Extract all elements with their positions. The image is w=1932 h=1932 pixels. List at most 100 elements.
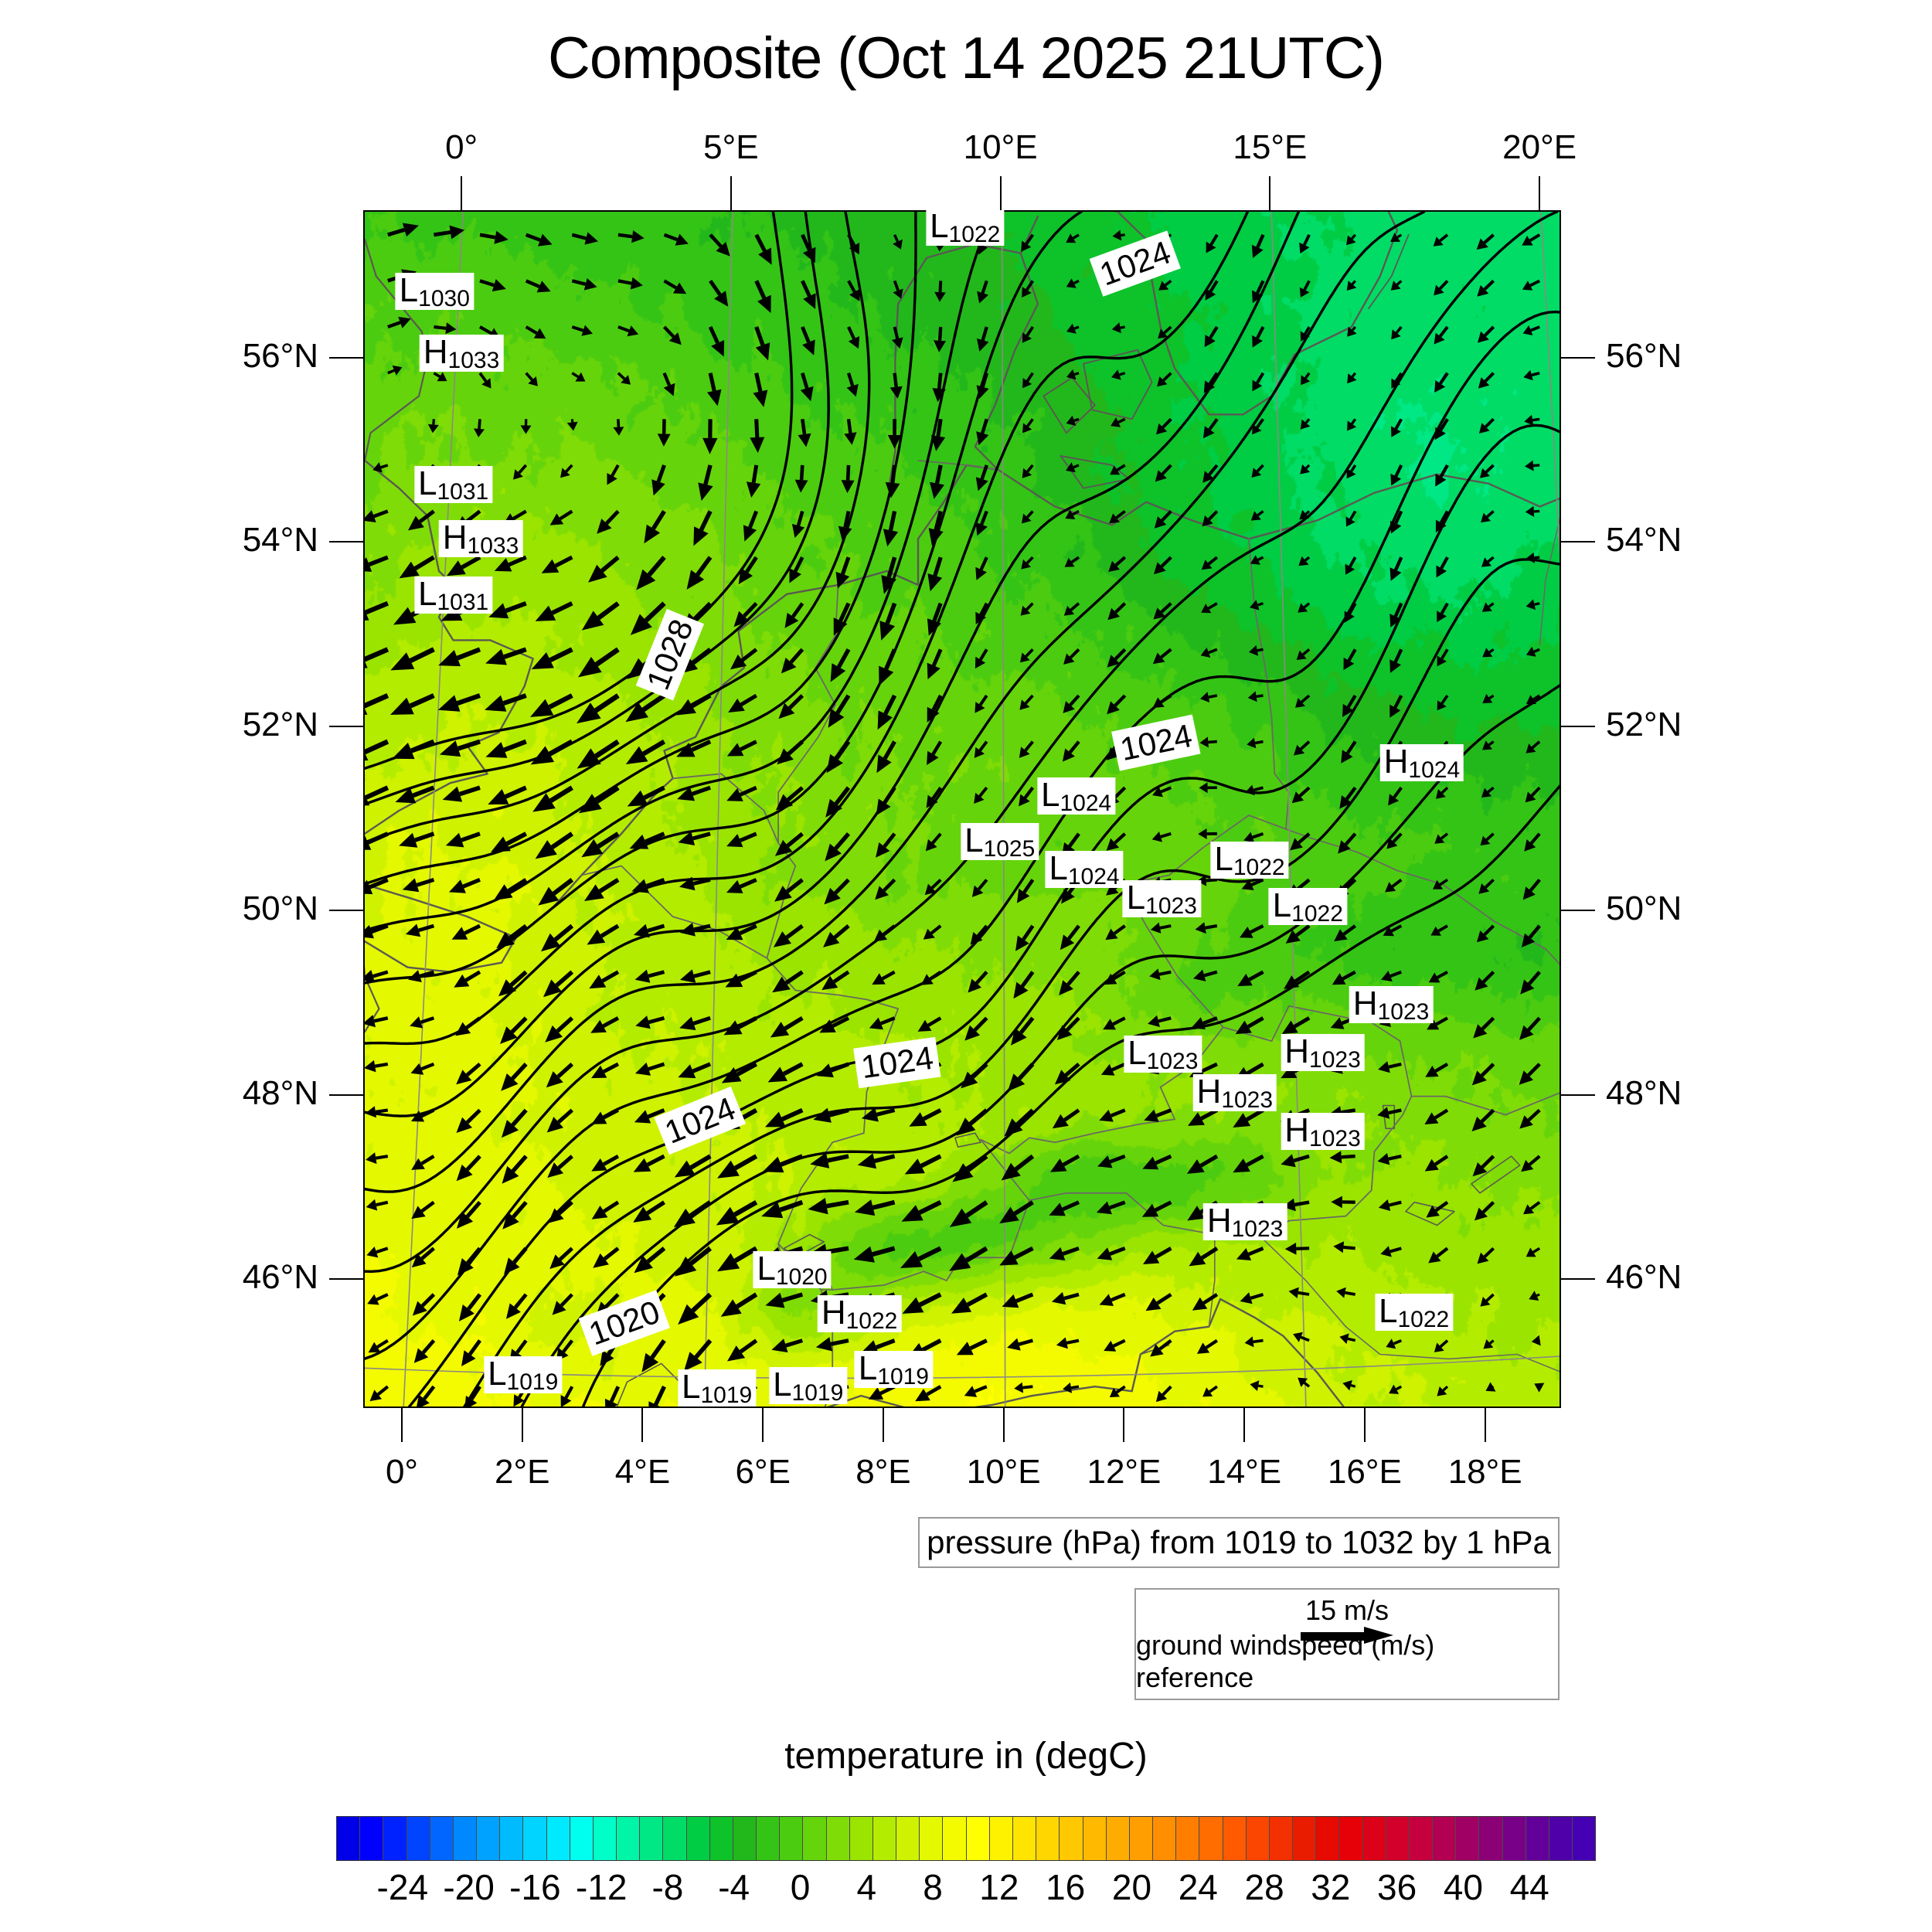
colorbar-swatch-32 <box>1083 1817 1107 1860</box>
colorbar-swatch-20 <box>803 1817 827 1860</box>
left-lat-tick-0 <box>329 356 363 359</box>
colorbar-swatch-17 <box>733 1817 757 1860</box>
page-title: Composite (Oct 14 2025 21UTC) <box>548 26 1385 91</box>
left-lat-tick-4 <box>329 1094 363 1096</box>
right-lat-tick-4 <box>1561 1094 1595 1096</box>
colorbar-swatch-37 <box>1199 1817 1223 1860</box>
colorbar-swatch-27 <box>966 1817 990 1860</box>
top-lon-label-1: 5°E <box>703 128 759 166</box>
colorbar-tick-7: 4 <box>856 1867 877 1907</box>
colorbar-swatch-12 <box>617 1817 641 1860</box>
colorbar-swatch-38 <box>1223 1817 1247 1860</box>
colorbar-swatch-7 <box>500 1817 524 1860</box>
colorbar-swatch-18 <box>757 1817 781 1860</box>
colorbar-swatch-16 <box>709 1817 733 1860</box>
top-lon-tick-3 <box>1269 176 1271 210</box>
bottom-lon-tick-8 <box>1363 1408 1366 1442</box>
colorbar-swatch-43 <box>1339 1817 1363 1860</box>
colorbar-swatch-30 <box>1036 1817 1060 1860</box>
bottom-lon-tick-1 <box>521 1408 523 1442</box>
bottom-lon-tick-5 <box>1002 1408 1005 1442</box>
colorbar-swatch-52 <box>1549 1817 1573 1860</box>
wind-reference-legend: 15 m/s ground windspeed (m/s) reference <box>1134 1588 1560 1700</box>
colorbar-swatch-49 <box>1479 1817 1503 1860</box>
colorbar-tick-11: 20 <box>1111 1867 1152 1907</box>
colorbar-swatch-11 <box>593 1817 617 1860</box>
colorbar-swatch-29 <box>1012 1817 1037 1860</box>
left-lat-label-4: 48°N <box>242 1073 318 1112</box>
colorbar-swatch-13 <box>640 1817 664 1860</box>
colorbar-swatch-41 <box>1293 1817 1317 1860</box>
colorbar-tick-1: -20 <box>443 1867 495 1907</box>
colorbar-tick-17: 44 <box>1509 1867 1549 1907</box>
colorbar-tick-labels: -24 -20 -16 -12 -8 -4 0 4 8 12 16 20 24 28 32 36 40 44 <box>336 1866 1596 1920</box>
colorbar-swatch-4 <box>430 1817 454 1860</box>
top-lon-label-0: 0° <box>445 128 478 166</box>
left-lat-tick-1 <box>329 541 363 543</box>
right-lat-tick-5 <box>1561 1278 1595 1281</box>
bottom-lon-tick-2 <box>641 1408 644 1442</box>
bottom-lon-label-6: 12°E <box>1087 1453 1162 1491</box>
colorbar-swatch-35 <box>1153 1817 1177 1860</box>
colorbar-swatch-6 <box>477 1817 501 1860</box>
wind-reference-arrow-icon <box>1301 1627 1393 1644</box>
colorbar-tick-3: -12 <box>575 1867 628 1907</box>
top-lon-tick-1 <box>730 176 732 210</box>
colorbar-tick-4: -8 <box>651 1867 684 1907</box>
bottom-lon-label-5: 10°E <box>966 1453 1041 1491</box>
colorbar-swatch-46 <box>1409 1817 1434 1860</box>
left-lat-tick-2 <box>329 725 363 727</box>
top-lon-tick-2 <box>999 176 1002 210</box>
colorbar-swatch-0 <box>337 1817 361 1860</box>
colorbar-swatch-14 <box>663 1817 687 1860</box>
pressure-legend: pressure (hPa) from 1019 to 1032 by 1 hP… <box>918 1517 1560 1568</box>
right-lat-label-4: 48°N <box>1606 1073 1682 1112</box>
colorbar-swatch-45 <box>1386 1817 1410 1860</box>
right-lat-label-2: 52°N <box>1606 705 1682 743</box>
colorbar-swatch-23 <box>872 1817 897 1860</box>
right-lat-label-5: 46°N <box>1606 1258 1682 1297</box>
colorbar-tick-9: 12 <box>979 1867 1019 1907</box>
bottom-lon-label-1: 2°E <box>495 1453 550 1491</box>
colorbar-tick-10: 16 <box>1046 1867 1086 1907</box>
colorbar-swatch-48 <box>1456 1817 1480 1860</box>
top-lon-label-4: 20°E <box>1502 128 1577 166</box>
colorbar <box>336 1816 1596 1861</box>
colorbar-tick-16: 40 <box>1443 1867 1483 1907</box>
bottom-lon-label-3: 6°E <box>735 1453 791 1491</box>
bottom-lon-label-4: 8°E <box>855 1453 911 1491</box>
colorbar-swatch-15 <box>686 1817 710 1860</box>
bottom-lon-label-2: 4°E <box>614 1453 671 1491</box>
right-lat-tick-2 <box>1561 725 1595 727</box>
colorbar-tick-14: 32 <box>1311 1867 1351 1907</box>
colorbar-swatch-33 <box>1106 1817 1130 1860</box>
left-lat-label-5: 46°N <box>242 1258 318 1297</box>
top-lon-tick-4 <box>1539 176 1541 210</box>
bottom-lon-label-9: 18°E <box>1447 1453 1522 1491</box>
colorbar-tick-2: -16 <box>509 1867 561 1907</box>
bottom-lon-tick-9 <box>1484 1408 1486 1442</box>
colorbar-tick-15: 36 <box>1377 1867 1417 1907</box>
bottom-lon-tick-0 <box>401 1408 403 1442</box>
map-frame <box>363 210 1561 1408</box>
colorbar-swatch-51 <box>1526 1817 1549 1860</box>
colorbar-swatch-1 <box>360 1817 384 1860</box>
colorbar-swatch-34 <box>1129 1817 1154 1860</box>
colorbar-swatch-9 <box>546 1817 570 1860</box>
right-lat-label-0: 56°N <box>1606 336 1682 375</box>
colorbar-swatch-19 <box>780 1817 804 1860</box>
colorbar-swatch-44 <box>1362 1817 1386 1860</box>
colorbar-swatch-3 <box>406 1817 430 1860</box>
colorbar-swatch-47 <box>1433 1817 1457 1860</box>
colorbar-tick-8: 8 <box>923 1867 943 1907</box>
bottom-lon-tick-7 <box>1243 1408 1246 1442</box>
bottom-lon-tick-4 <box>882 1408 884 1442</box>
colorbar-swatch-40 <box>1269 1817 1294 1860</box>
right-lat-label-3: 50°N <box>1606 889 1682 928</box>
colorbar-swatch-53 <box>1573 1817 1596 1860</box>
colorbar-swatch-50 <box>1502 1817 1526 1860</box>
wind-reference-value: 15 m/s <box>1304 1594 1389 1626</box>
colorbar-title: temperature in (degC) <box>784 1736 1148 1777</box>
left-lat-label-0: 56°N <box>242 336 318 375</box>
colorbar-swatch-28 <box>989 1817 1013 1860</box>
